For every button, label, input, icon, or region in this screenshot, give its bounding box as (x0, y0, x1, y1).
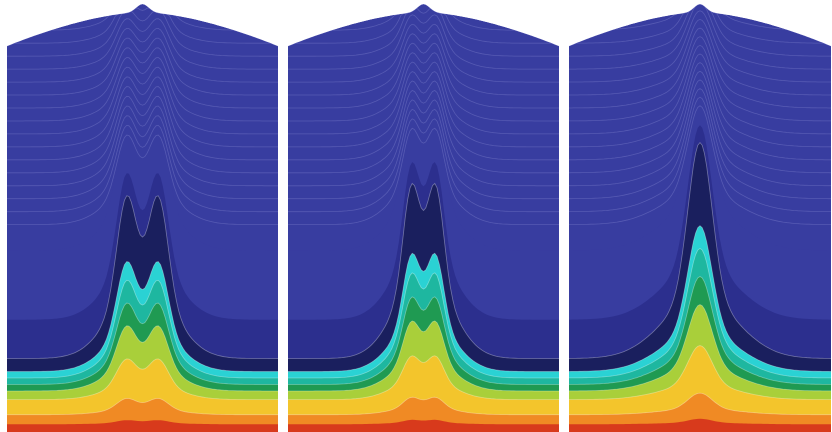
contour-band-3 (288, 355, 559, 432)
contour-line (569, 18, 831, 96)
contour-line (288, 52, 559, 122)
contour-line (569, 53, 831, 148)
contour-plot-2 (288, 0, 559, 432)
plot-background (288, 0, 559, 46)
contour-line (288, 296, 559, 385)
contour-line (288, 80, 559, 161)
contour-line (7, 397, 278, 416)
contour-band-3 (7, 358, 278, 432)
contour-plot-3 (569, 0, 831, 432)
contour-line (7, 134, 278, 225)
contour-line (288, 396, 559, 416)
contour-line (7, 86, 278, 161)
plot-background (7, 0, 278, 46)
contour-band-2 (288, 397, 559, 432)
contour-line (288, 7, 559, 57)
contour-line (569, 27, 831, 109)
contour-line (288, 252, 559, 372)
plot-panel-2 (288, 0, 559, 432)
contour-line (569, 79, 831, 187)
contour-line (569, 62, 831, 161)
contour-line (7, 358, 278, 400)
contour-line (288, 118, 559, 213)
contour-line (7, 66, 278, 135)
contour-line (569, 36, 831, 122)
contour-line (569, 247, 831, 379)
contour-plot-1 (7, 0, 278, 432)
contour-line (7, 27, 278, 83)
contour-line (569, 10, 831, 83)
contour-band-1 (7, 420, 278, 432)
contour-line (7, 57, 278, 122)
contour-line (569, 44, 831, 135)
contour-line (7, 302, 278, 385)
contour-line (288, 14, 559, 70)
contour-line (569, 392, 831, 416)
contour-line (7, 105, 278, 187)
contour-line (7, 7, 278, 47)
contour-line (569, 345, 831, 400)
contour-line (569, 96, 831, 212)
contour-line (288, 23, 559, 83)
plot-background (569, 0, 831, 46)
plot-panel-3 (569, 0, 831, 432)
contour-line (288, 182, 559, 359)
contour-line (7, 115, 278, 200)
contour-line (7, 279, 278, 379)
contour-line (569, 88, 831, 200)
contour-line (288, 71, 559, 148)
contour-line (7, 195, 278, 359)
contour-line (7, 47, 278, 109)
contour-line (7, 124, 278, 213)
contour-band-3 (569, 345, 831, 432)
contour-band-1 (569, 418, 831, 432)
contour-line (7, 95, 278, 174)
contour-line (7, 76, 278, 148)
contour-line (569, 141, 831, 359)
contour-line (288, 108, 559, 200)
contour-line (569, 276, 831, 385)
contour-line (569, 225, 831, 372)
contour-line (288, 320, 559, 392)
contour-line (288, 99, 559, 187)
contour-line (288, 355, 559, 400)
contour-line (288, 42, 559, 109)
plot-panel-1 (7, 0, 278, 432)
contour-line (288, 127, 559, 225)
contour-line (7, 37, 278, 96)
contour-line (7, 18, 278, 70)
contour-line (7, 10, 278, 57)
contour-band-2 (569, 393, 831, 432)
contour-line (569, 304, 831, 392)
contour-line (569, 105, 831, 225)
contour-line (288, 90, 559, 174)
contour-line (288, 33, 559, 96)
contour-line (288, 272, 559, 379)
contour-band-2 (7, 398, 278, 432)
contour-line (288, 61, 559, 135)
contour-band-1 (288, 419, 559, 432)
contour-line (569, 70, 831, 174)
contour-line (7, 261, 278, 372)
contour-line (7, 325, 278, 392)
